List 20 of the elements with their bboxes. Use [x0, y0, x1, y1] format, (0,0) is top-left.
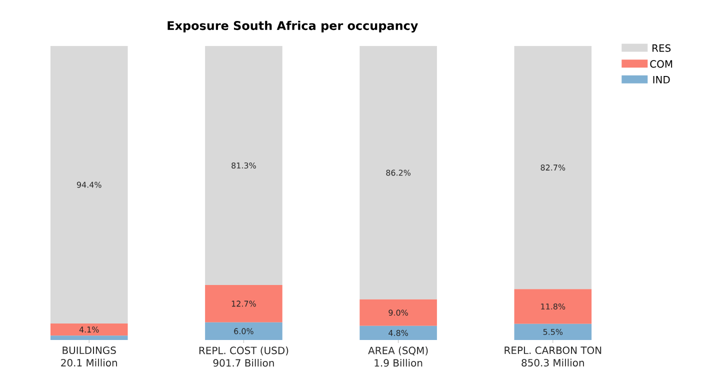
- bar: [205, 285, 282, 322]
- x-tick-label: REPL. CARBON TON 850.3 Million: [504, 346, 602, 367]
- chart-title: Exposure South Africa per occupancy: [168, 20, 418, 32]
- x-tick-label: AREA (SQM) 1.9 Billion: [368, 346, 428, 367]
- bar: [360, 46, 437, 300]
- legend-label: RES: [652, 44, 671, 52]
- bar: [50, 336, 128, 340]
- x-tick-label: REPL. COST (USD) 901.7 Billion: [199, 346, 288, 367]
- bar: [360, 299, 437, 326]
- bar: [50, 46, 128, 324]
- bar: [205, 46, 282, 286]
- bar: [360, 326, 437, 340]
- legend-label: COM: [650, 60, 672, 68]
- bar: [514, 46, 592, 290]
- bar: [205, 322, 282, 340]
- legend-label: IND: [653, 76, 670, 84]
- x-tick-label: BUILDINGS 20.1 Million: [61, 346, 117, 367]
- bar: [50, 324, 128, 336]
- bar: [514, 289, 592, 324]
- bar: [514, 324, 592, 340]
